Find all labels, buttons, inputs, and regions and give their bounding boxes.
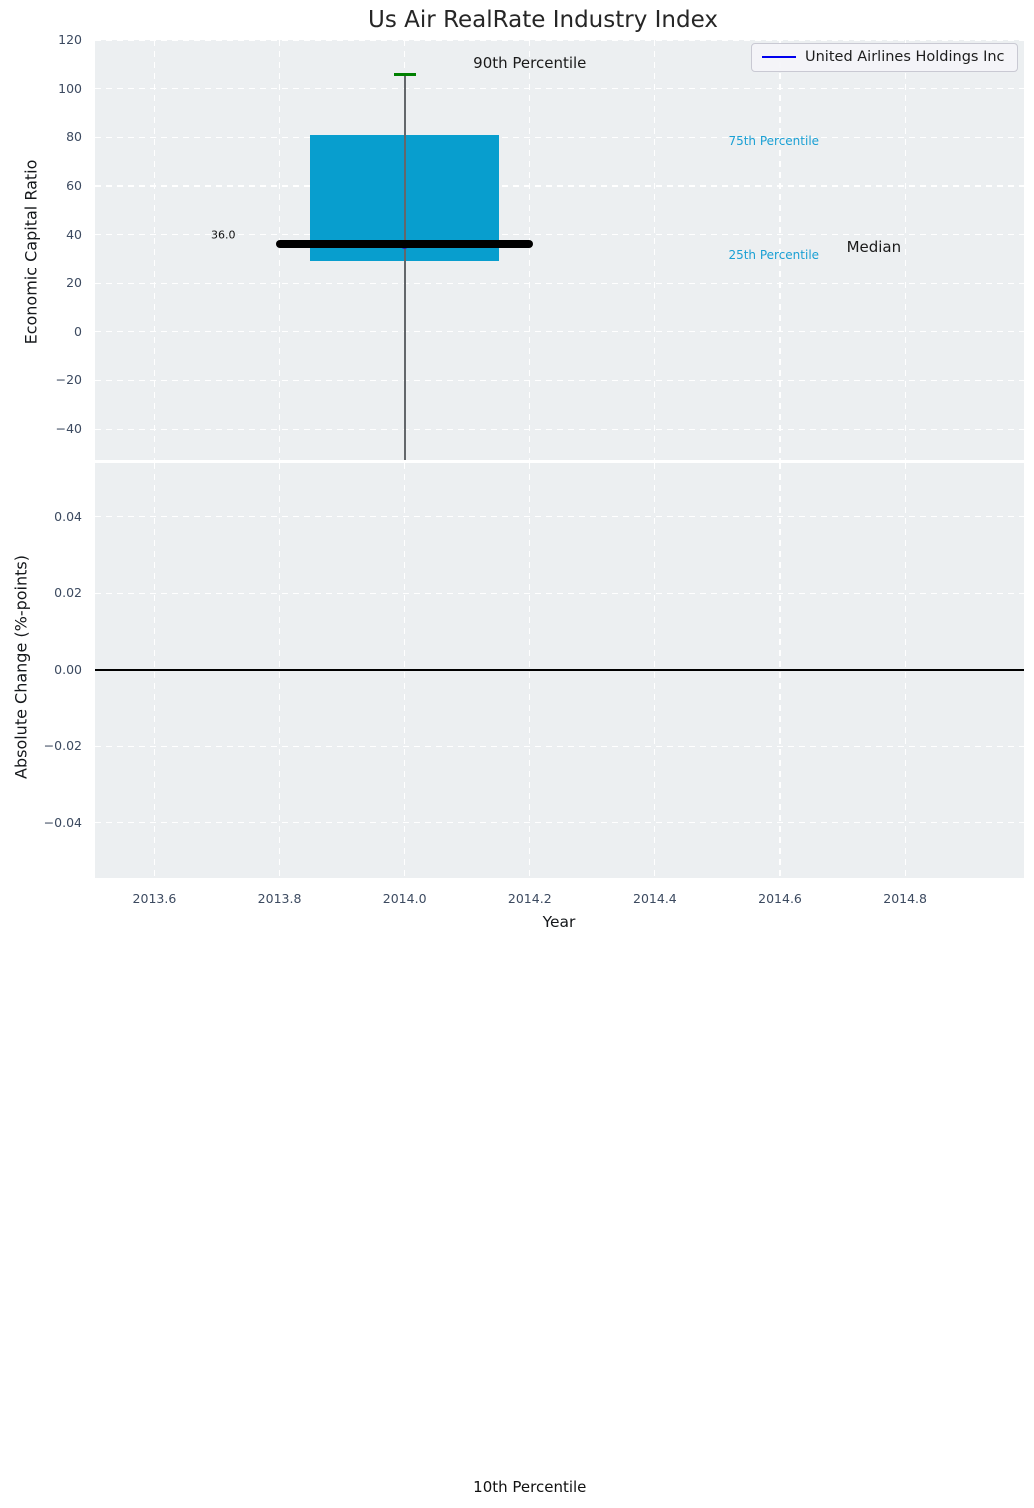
- gridline-horizontal: [95, 516, 1024, 518]
- gridline-horizontal: [95, 88, 1024, 90]
- gridline-horizontal: [95, 185, 1024, 187]
- whisker-cap-90th: [393, 72, 416, 76]
- y-tick-label: 20: [66, 275, 82, 291]
- gridline-vertical: [779, 40, 781, 460]
- y-tick-label: −0.02: [43, 738, 82, 754]
- y-tick-label: 0.04: [54, 508, 82, 524]
- x-tick-label: 2013.6: [132, 891, 177, 906]
- bottom-axes: [95, 463, 1024, 878]
- gridline-vertical: [654, 40, 656, 460]
- gridline-horizontal: [95, 40, 1024, 41]
- x-tick-label: 2014.0: [382, 891, 427, 906]
- gridline-horizontal: [95, 282, 1024, 284]
- y-tick-label: 0.02: [54, 585, 82, 601]
- gridline-horizontal: [95, 379, 1024, 382]
- gridline-horizontal: [95, 821, 1024, 824]
- y-tick-label: 100: [58, 80, 82, 96]
- y-tick-label: 80: [66, 129, 82, 145]
- page-title: Us Air RealRate Industry Index: [368, 7, 718, 33]
- top-axes: [95, 40, 1024, 460]
- x-tick-label: 2013.8: [257, 891, 302, 906]
- x-tick-label: 2014.4: [633, 891, 677, 906]
- gridline-vertical: [529, 40, 531, 460]
- y-tick-label: 0.00: [54, 661, 82, 677]
- x-tick-label: 2014.2: [507, 891, 552, 906]
- median-line: [276, 240, 533, 249]
- y-tick-label: −40: [55, 421, 82, 437]
- gridline-horizontal: [95, 592, 1024, 594]
- annotation-10th-percentile: 10th Percentile: [473, 1478, 587, 1497]
- x-axis-label: Year: [542, 913, 576, 931]
- gridline-horizontal: [95, 428, 1024, 430]
- y-tick-label: −0.04: [43, 814, 82, 830]
- y-tick-label: 120: [58, 32, 82, 47]
- zero-line: [95, 668, 1024, 671]
- gridline-horizontal: [95, 331, 1024, 333]
- y-tick-label: 40: [66, 226, 82, 242]
- gridline-vertical: [904, 40, 906, 460]
- whisker-line: [403, 74, 406, 460]
- gridline-vertical: [278, 40, 281, 460]
- y-tick-label: −20: [55, 372, 82, 388]
- x-tick-label: 2014.6: [758, 891, 802, 906]
- gridline-horizontal: [95, 745, 1024, 747]
- gridline-horizontal: [95, 136, 1024, 138]
- y-tick-label: 0: [74, 323, 82, 339]
- y-tick-label: 60: [66, 177, 82, 193]
- x-tick-label: 2014.8: [883, 891, 927, 906]
- gridline-vertical: [153, 40, 156, 460]
- gridline-horizontal: [95, 233, 1024, 236]
